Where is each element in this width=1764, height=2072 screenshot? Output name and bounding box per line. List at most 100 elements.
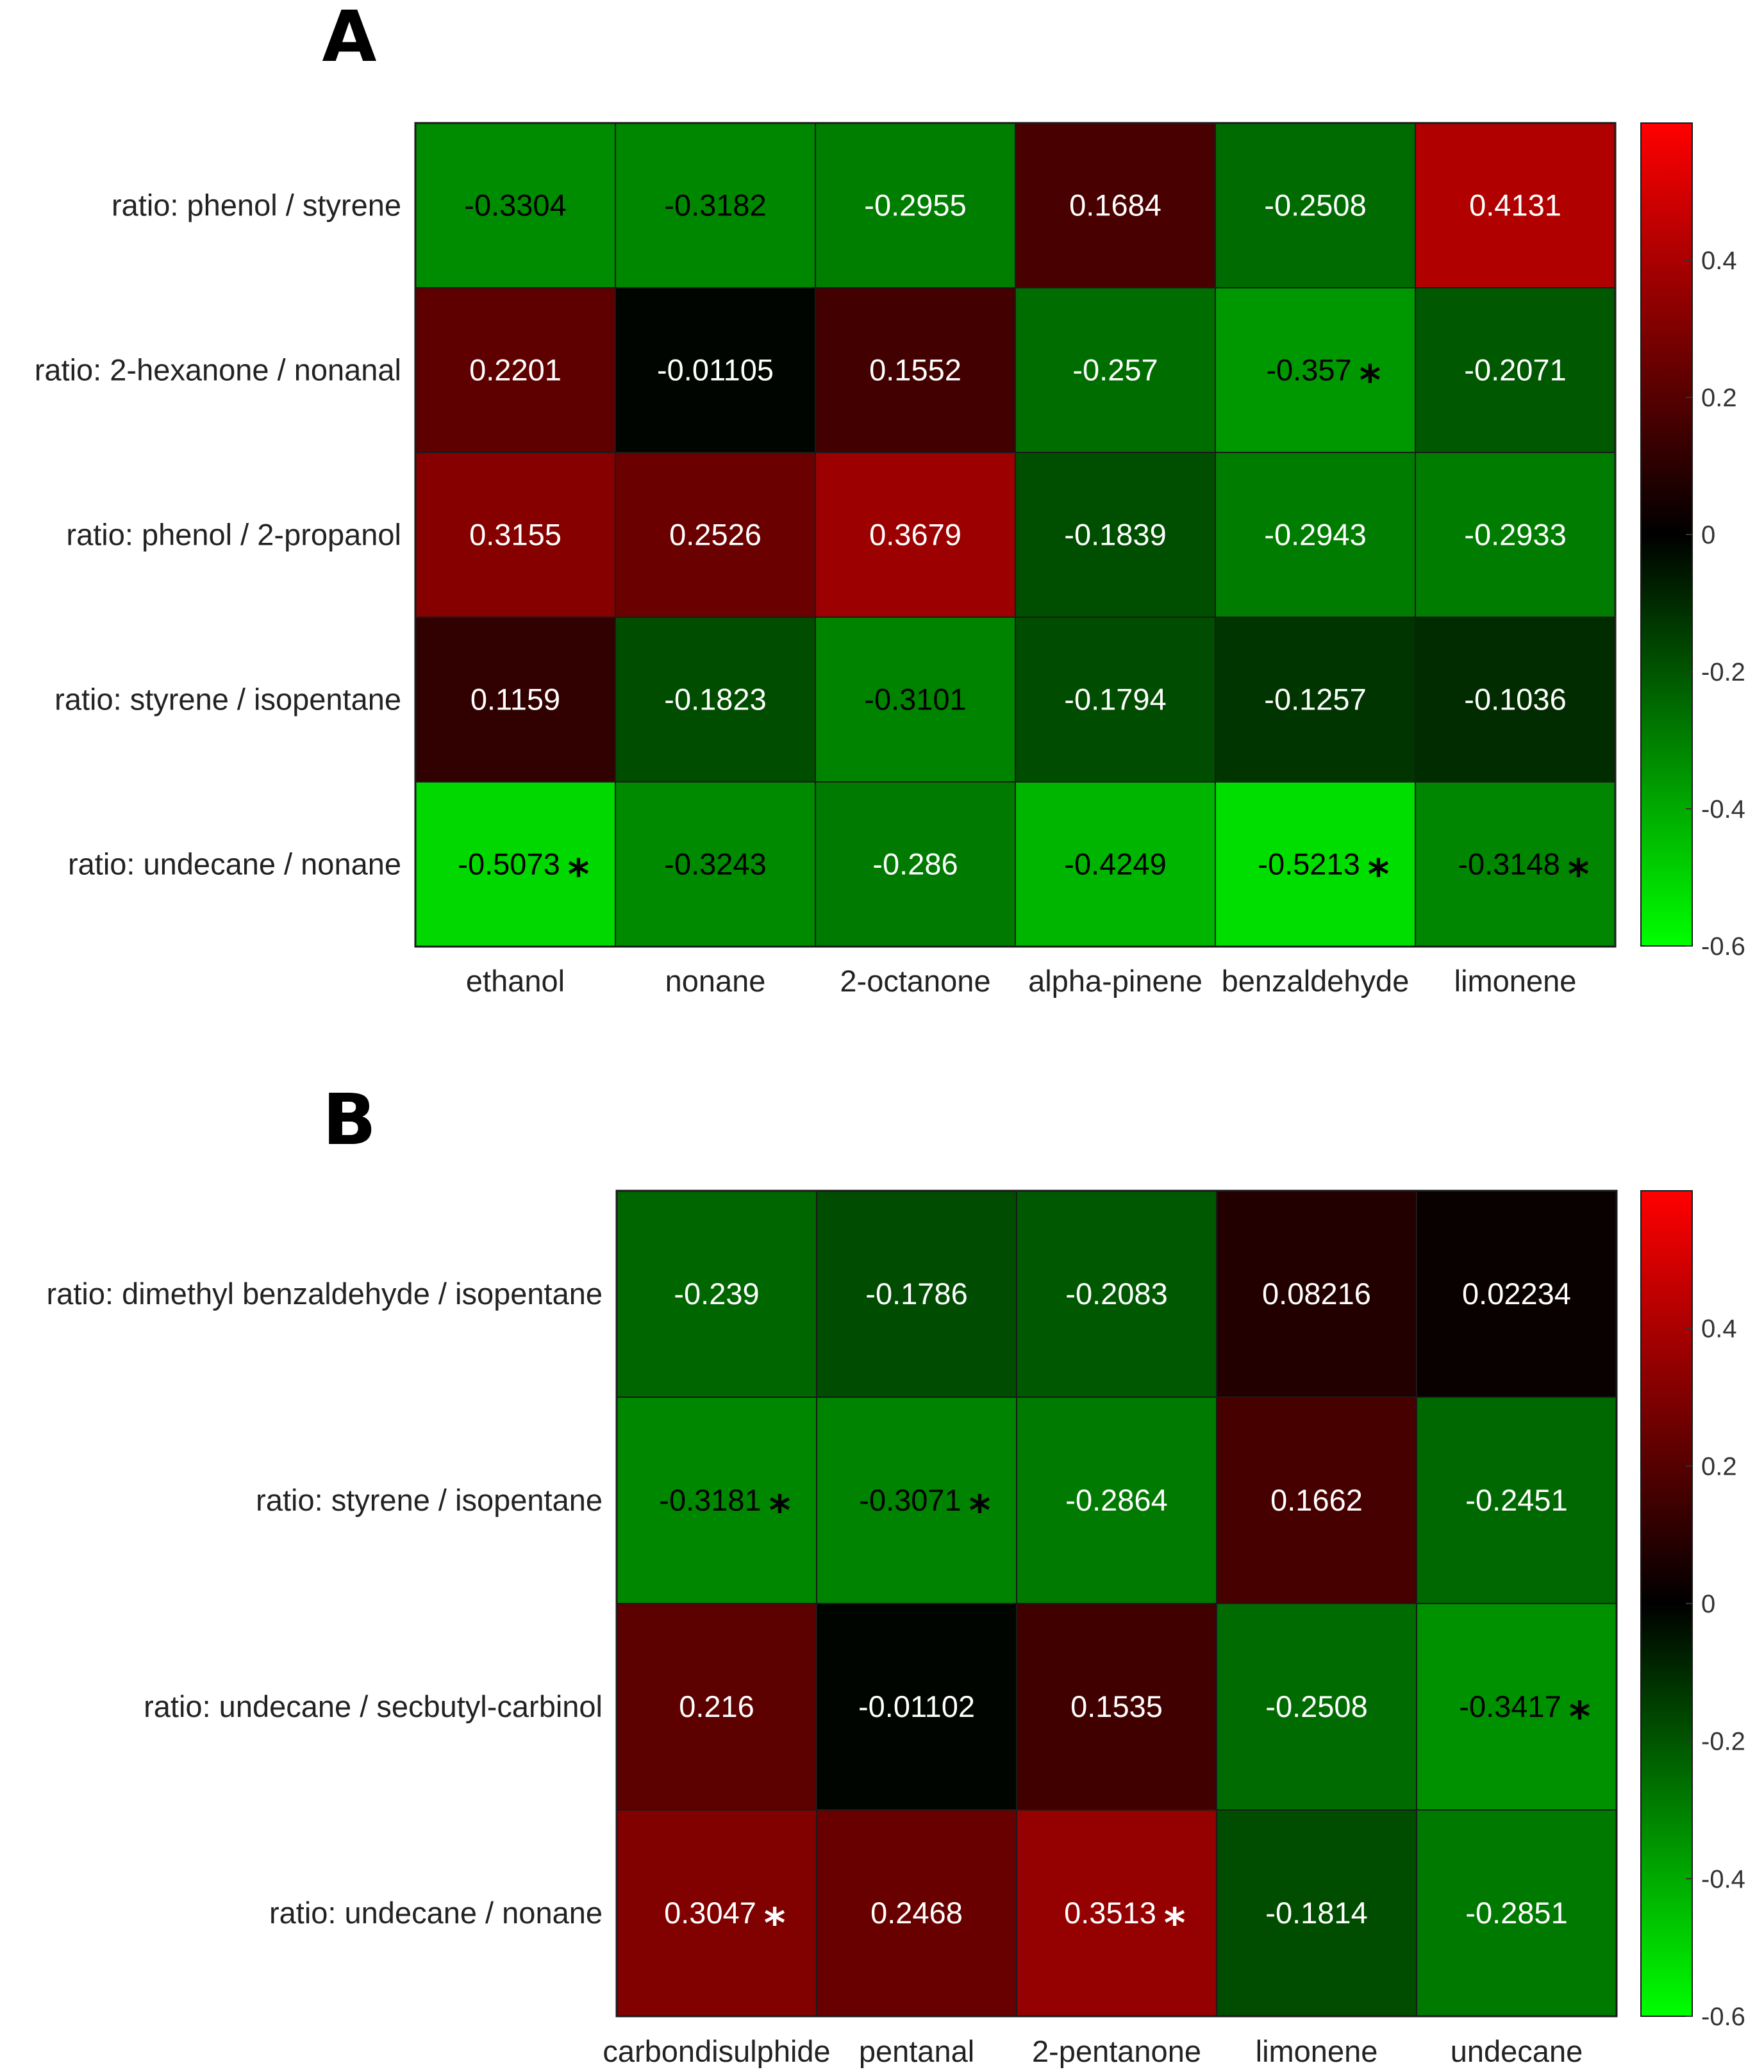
significance-marker: * [769,1488,790,1535]
column-label: 2-octanone [840,964,990,998]
colorbar-tick-label: -0.6 [1701,2003,1745,2031]
colorbar-tick-label: -0.4 [1701,795,1745,824]
heatmap-cell [616,1397,817,1604]
cell-value-label: -0.2451 [1465,1483,1567,1517]
row-label: ratio: styrene / isopentane [256,1483,603,1517]
heatmap-cell [1016,1809,1217,2017]
colorbar-tick-label: -0.2 [1701,1728,1745,1756]
column-label: pentanal [859,2034,974,2068]
colorbar-tick-label: 0.4 [1701,1315,1737,1343]
heatmap-cell [815,781,1016,947]
colorbar-tick-label: 0.2 [1701,1452,1737,1480]
panel-label: B [322,1079,376,1161]
row-label: ratio: dimethyl benzaldehyde / isopentan… [47,1277,603,1311]
colorbar [1640,122,1693,947]
cell-value-label: -0.1814 [1265,1896,1367,1930]
cell-value-label: -0.1257 [1264,683,1366,717]
colorbar-tick-label: -0.4 [1701,1865,1745,1893]
cell-value-label: -0.3243 [664,847,766,881]
cell-value-label: 0.1662 [1270,1483,1363,1517]
cell-value-label: -0.239 [674,1277,759,1311]
heatmap-cell [1215,781,1416,947]
cell-value-label: -0.3181 [659,1483,761,1517]
cell-value-label: -0.1823 [664,683,766,717]
heatmap-cell [1015,287,1216,453]
cell-value-label: -0.01102 [858,1689,975,1723]
cell-value-label: -0.3148 [1458,847,1560,881]
heatmap-cell [415,452,616,618]
row-label: ratio: undecane / nonane [68,847,401,881]
heatmap-cell [615,122,816,288]
heatmap-panel-a: A -0.3304 -0.3182 -0.2955 0.1684 -0.2508 0.413… [35,0,1745,998]
heatmap-cell [816,1603,1017,1811]
heatmap-cell [1015,617,1216,783]
significance-marker: * [1569,1694,1590,1741]
significance-marker: * [568,852,589,899]
heatmap-cell [415,617,616,783]
cell-value-label: 0.4131 [1469,188,1561,222]
heatmap-cell [1216,1603,1417,1811]
heatmap-cell [816,1190,1017,1398]
column-label: nonane [665,964,766,998]
cell-value-label: -0.4249 [1064,847,1166,881]
heatmap-cell [1015,781,1216,947]
cell-value-label: 0.02234 [1462,1277,1571,1311]
colorbar-tick-label: -0.6 [1701,932,1745,961]
cell-value-label: -0.3417 [1459,1689,1561,1723]
cell-value-label: -0.257 [1072,353,1158,387]
cell-value-label: 0.2201 [469,353,562,387]
heatmap-cell [816,1809,1017,2017]
row-label: ratio: undecane / nonane [269,1896,603,1930]
cell-value-label: -0.01105 [657,353,774,387]
cell-value-label: -0.2933 [1464,518,1566,552]
heatmap-cell [615,452,816,618]
significance-marker: * [1568,852,1589,899]
heatmap-cell [1415,122,1616,288]
cell-value-label: 0.3679 [869,518,961,552]
cell-value-label: -0.5073 [458,847,560,881]
significance-marker: * [1360,358,1381,405]
row-label: ratio: phenol / 2-propanol [66,518,401,552]
cell-value-label: -0.3182 [664,188,766,222]
heatmap-cell [615,617,816,783]
heatmap-border [414,122,1617,948]
cell-value-label: -0.5213 [1258,847,1360,881]
cell-value-label: -0.2851 [1465,1896,1567,1930]
cell-value-label: 0.1535 [1070,1689,1163,1723]
heatmap-cell [415,122,616,288]
cell-value-label: -0.286 [872,847,958,881]
column-label: limonene [1256,2034,1378,2068]
heatmap-cell [1216,1809,1417,2017]
significance-marker: * [1368,852,1389,899]
cell-value-label: 0.3513 [1064,1896,1156,1930]
colorbar [1640,1190,1693,2017]
cell-value-label: 0.1684 [1069,188,1161,222]
row-label: ratio: phenol / styrene [112,188,401,222]
cell-value-label: 0.3155 [469,518,562,552]
column-label: 2-pentanone [1032,2034,1201,2068]
cell-value-label: -0.2943 [1264,518,1366,552]
cell-value-label: -0.2071 [1464,353,1566,387]
heatmap-cell [816,1397,1017,1604]
heatmap-cell [1016,1397,1217,1604]
heatmap-cell [815,617,1016,783]
panel-label: A [322,0,376,78]
column-label: carbondisulphide [603,2034,830,2068]
cell-value-label: 0.2526 [669,518,761,552]
cell-value-label: 0.08216 [1262,1277,1371,1311]
cell-value-label: -0.2864 [1065,1483,1167,1517]
cell-value-label: -0.2508 [1265,1689,1367,1723]
heatmap-cell [1016,1603,1217,1811]
column-label: alpha-pinene [1028,964,1202,998]
row-label: ratio: styrene / isopentane [54,683,401,717]
cell-value-label: 0.2468 [870,1896,963,1930]
heatmap-border [615,1189,1618,2018]
cell-value-label: -0.357 [1266,353,1351,387]
significance-marker: * [764,1900,785,1948]
heatmap-cell [1215,122,1416,288]
heatmap-cell [1015,122,1216,288]
heatmap-cell [1016,1190,1217,1398]
row-label: ratio: 2-hexanone / nonanal [35,353,401,387]
column-label: benzaldehyde [1222,964,1410,998]
